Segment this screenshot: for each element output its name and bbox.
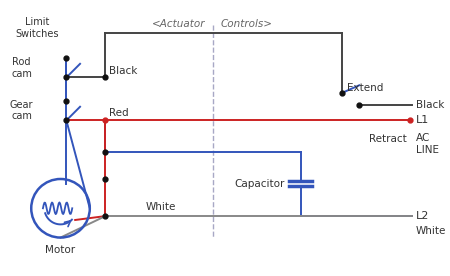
Text: Motor: Motor bbox=[45, 245, 76, 255]
Text: Capacitor: Capacitor bbox=[234, 179, 285, 189]
Text: L1: L1 bbox=[416, 115, 429, 125]
Text: Controls>: Controls> bbox=[220, 19, 273, 29]
Text: Red: Red bbox=[109, 108, 129, 118]
Text: Extend: Extend bbox=[346, 83, 383, 93]
Text: White: White bbox=[146, 202, 176, 212]
Text: Rod
cam: Rod cam bbox=[11, 57, 32, 79]
Text: White: White bbox=[416, 226, 446, 236]
Text: AC
LINE: AC LINE bbox=[416, 133, 439, 155]
Text: Limit
Switches: Limit Switches bbox=[15, 17, 59, 39]
Text: <Actuator: <Actuator bbox=[152, 19, 205, 29]
Text: L2: L2 bbox=[416, 211, 429, 221]
Text: Gear
cam: Gear cam bbox=[10, 100, 33, 121]
Text: Black: Black bbox=[109, 65, 138, 76]
Text: Retract: Retract bbox=[369, 134, 406, 144]
Text: Black: Black bbox=[416, 100, 444, 110]
